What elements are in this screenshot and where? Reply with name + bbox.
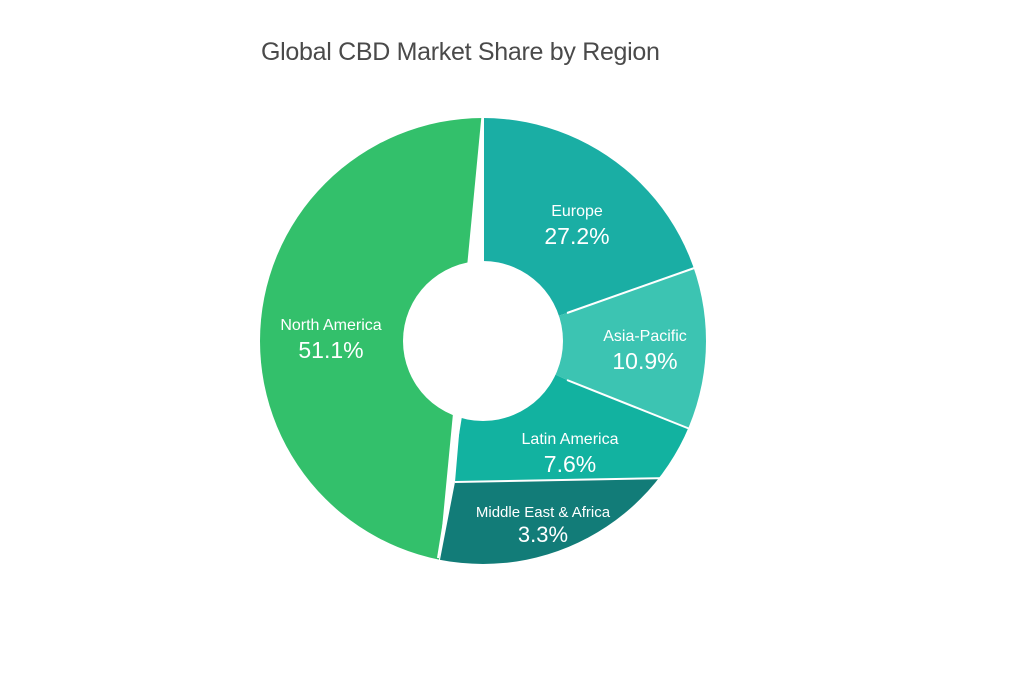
label-latin-america: Latin America 7.6%	[521, 431, 619, 477]
chart-title: Global CBD Market Share by Region	[261, 38, 660, 66]
label-middle-east-africa: Middle East & Africa 3.3%	[475, 504, 611, 547]
donut-hole	[403, 261, 563, 421]
label-asia-pacific: Asia-Pacific 10.9%	[603, 328, 687, 374]
slice-asia-pacific[interactable]	[483, 262, 720, 440]
label-north-america: North America 51.1%	[280, 317, 382, 363]
label-europe: Europe 27.2%	[544, 203, 610, 249]
